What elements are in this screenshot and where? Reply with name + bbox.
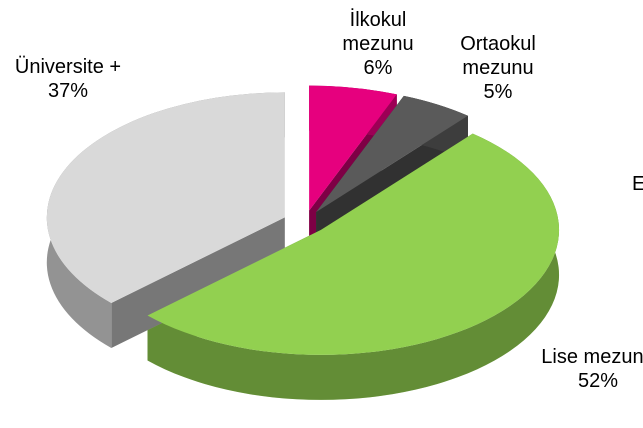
value-label: 52% <box>577 370 619 392</box>
slice-label: İlkokul mezunu 6% <box>318 8 438 80</box>
value-label: 5% <box>483 81 513 103</box>
value-label: 6% <box>363 57 393 79</box>
wall-shade <box>147 133 560 400</box>
slice-label: Lise mezunu52% <box>538 345 643 393</box>
category-label: İlkokul mezunu <box>342 9 414 55</box>
slice-tops <box>46 85 560 355</box>
slice <box>316 95 468 213</box>
slice <box>309 85 397 211</box>
slice-label: Ortaokul mezunu 5% <box>438 32 558 104</box>
category-label: Ortaokul mezunu <box>460 33 536 79</box>
slice <box>147 133 560 355</box>
category-label: Lise mezunu <box>541 346 643 368</box>
slice-wall <box>147 133 560 400</box>
slice <box>46 92 285 303</box>
slice-label: Üniversite +37% <box>8 55 128 103</box>
annotation: E <box>632 173 643 195</box>
value-label: 37% <box>47 80 89 102</box>
category-label: Üniversite + <box>14 56 122 78</box>
